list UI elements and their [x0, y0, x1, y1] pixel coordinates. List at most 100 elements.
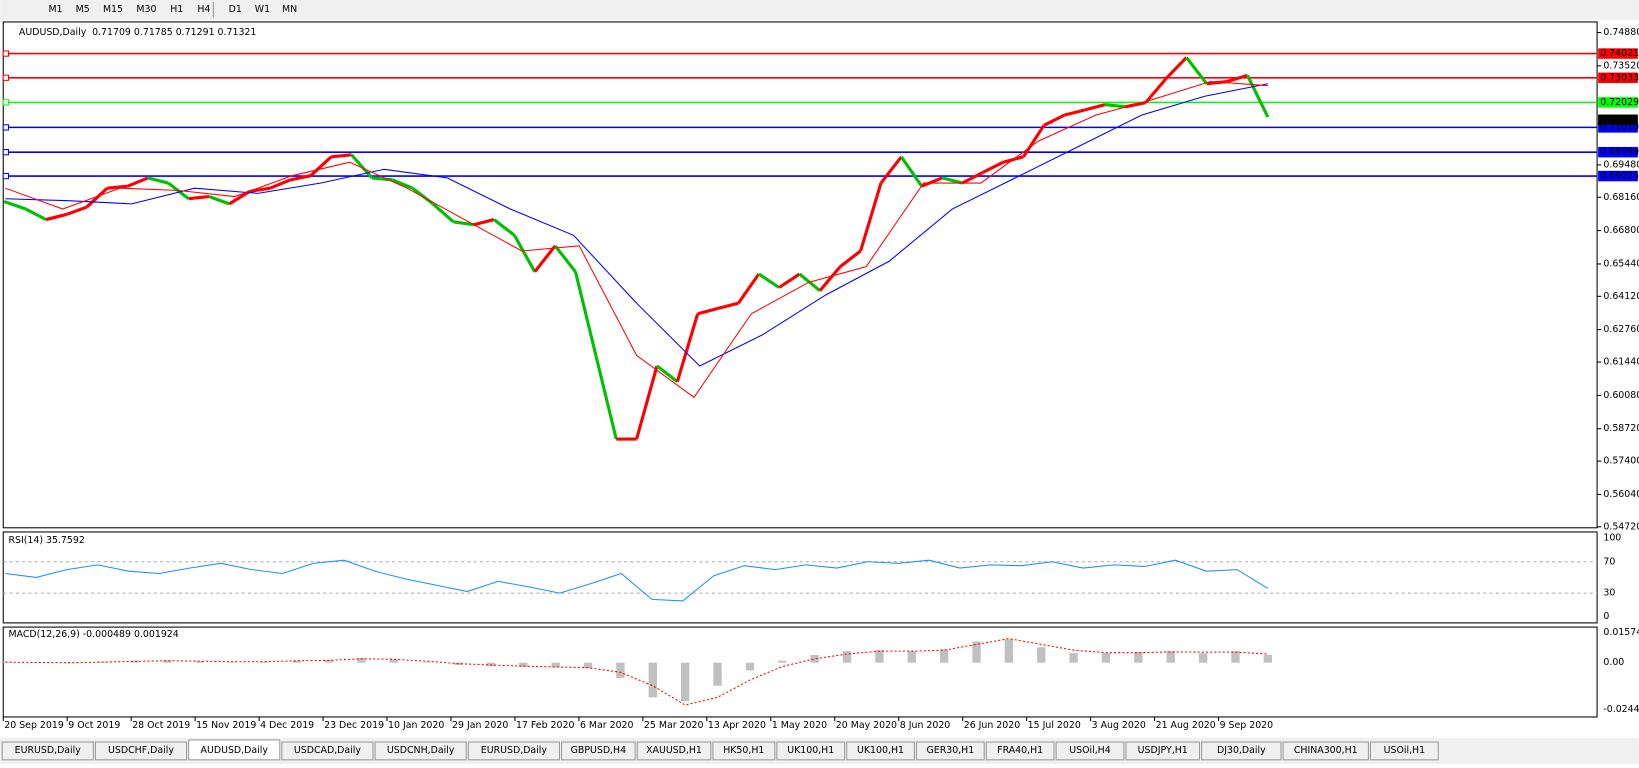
- tab-label[interactable]: AUDUSD,Daily: [201, 745, 269, 756]
- macd-bar: [1231, 651, 1240, 663]
- tab[interactable]: [846, 741, 915, 761]
- level-label: 0.73033: [1600, 72, 1639, 83]
- macd-bar: [583, 662, 593, 669]
- price-segment: [778, 272, 801, 289]
- tab-label[interactable]: GBPUSD,H4: [571, 745, 626, 756]
- tab-label[interactable]: USOil,H1: [1384, 745, 1425, 756]
- tab-label[interactable]: FRA40,H1: [997, 745, 1043, 756]
- tab-label[interactable]: UK100,H1: [787, 745, 834, 756]
- level-handle[interactable]: [2, 74, 9, 81]
- price-segment: [24, 207, 47, 221]
- tab[interactable]: [776, 741, 846, 761]
- tab[interactable]: [1369, 741, 1439, 761]
- timeframe-button[interactable]: D1: [229, 4, 242, 15]
- level-handle[interactable]: [2, 50, 9, 57]
- price-segment: [1226, 73, 1248, 84]
- tab[interactable]: [1125, 741, 1201, 761]
- macd-bar: [1069, 653, 1078, 663]
- timeframe-button[interactable]: M1: [48, 4, 62, 15]
- price-segment: [737, 273, 761, 305]
- tab[interactable]: [94, 741, 188, 761]
- tab[interactable]: [188, 739, 281, 761]
- tab-label[interactable]: HK50,H1: [723, 745, 764, 756]
- current-price-label: 0.71321: [1600, 114, 1639, 125]
- tab-label[interactable]: USDCHF,Daily: [108, 745, 174, 756]
- timeframe-button[interactable]: M5: [76, 4, 90, 15]
- price-segment: [675, 313, 700, 383]
- x-tick-label: 26 Jun 2020: [964, 720, 1021, 731]
- y-tick-label: 0.57400: [1603, 456, 1639, 467]
- x-tick-label: 1 May 2020: [772, 720, 827, 731]
- rsi-tick-label: 0: [1603, 611, 1609, 622]
- macd-bar: [616, 662, 625, 679]
- tab-label[interactable]: USDJPY,H1: [1138, 745, 1188, 756]
- x-tick-label: 3 Aug 2020: [1092, 720, 1146, 731]
- tab[interactable]: [561, 741, 636, 761]
- price-segment: [126, 176, 149, 188]
- price-segment: [941, 176, 963, 185]
- macd-bar: [357, 657, 366, 663]
- y-tick-label: 0.68160: [1603, 192, 1639, 203]
- macd-bar: [1037, 647, 1046, 663]
- tab-label[interactable]: EURUSD,Daily: [481, 745, 548, 756]
- level-handle[interactable]: [2, 124, 9, 131]
- tab[interactable]: [374, 741, 467, 761]
- rsi-tick-label: 30: [1603, 588, 1615, 599]
- y-tick-label: 0.62760: [1603, 324, 1639, 335]
- level-handle[interactable]: [2, 172, 9, 180]
- current-price-box: [1598, 114, 1638, 125]
- tab[interactable]: [1055, 741, 1125, 761]
- tab-label[interactable]: USDCAD,Daily: [294, 745, 361, 756]
- tab-label[interactable]: XAUUSD,H1: [646, 745, 702, 756]
- tab[interactable]: [467, 741, 560, 761]
- timeframe-button[interactable]: M30: [136, 4, 156, 15]
- tab[interactable]: [712, 741, 776, 761]
- x-tick-label: 28 Oct 2019: [132, 720, 190, 731]
- level-label-box: [1598, 97, 1638, 108]
- price-segment: [1022, 124, 1046, 158]
- tab[interactable]: [1, 741, 94, 761]
- moving-average: [5, 81, 1268, 399]
- macd-panel: [2, 626, 1598, 718]
- tab-label[interactable]: USOil,H4: [1069, 745, 1110, 756]
- timeframe-button[interactable]: M15: [103, 4, 123, 15]
- tab-label[interactable]: UK100,H1: [857, 745, 904, 756]
- price-segment: [900, 155, 923, 188]
- macd-bar: [1134, 652, 1143, 663]
- level-handle[interactable]: [2, 149, 9, 156]
- macd-signal: [5, 638, 1268, 706]
- price-segment: [859, 182, 883, 252]
- tab-label[interactable]: CHINA300,H1: [1294, 745, 1358, 756]
- price-segment: [411, 186, 434, 206]
- price-segment: [656, 364, 679, 383]
- tab-label[interactable]: USDCNH,Daily: [387, 745, 455, 756]
- tab[interactable]: [1201, 741, 1282, 761]
- timeframe-button[interactable]: H1: [170, 4, 183, 15]
- price-segment: [228, 190, 251, 206]
- tab-label[interactable]: DJ30,Daily: [1217, 745, 1266, 756]
- tab[interactable]: [636, 741, 712, 761]
- level-handle[interactable]: [2, 99, 9, 106]
- x-tick-label: 29 Jan 2020: [452, 720, 508, 731]
- timeframe-button[interactable]: MN: [282, 4, 297, 15]
- quote: 0.71709 0.71785 0.71291 0.71321: [92, 27, 256, 38]
- tab[interactable]: [1282, 741, 1369, 761]
- timeframe-button[interactable]: W1: [255, 4, 270, 15]
- macd-bar: [551, 662, 560, 668]
- macd-bar: [842, 651, 852, 663]
- tab-label[interactable]: EURUSD,Daily: [15, 745, 82, 756]
- macd-bar: [810, 654, 819, 663]
- price-segment: [1185, 56, 1209, 85]
- level-label: 0.72029: [1600, 97, 1639, 108]
- tab[interactable]: [915, 741, 985, 761]
- macd-bar: [939, 649, 949, 663]
- price-segment: [290, 174, 312, 182]
- tab-label[interactable]: GER30,H1: [926, 745, 974, 756]
- timeframe-button[interactable]: H4: [197, 4, 210, 15]
- price-segment: [473, 218, 495, 227]
- rsi-title: RSI(14) 35.7592: [8, 535, 84, 546]
- tab[interactable]: [281, 741, 374, 761]
- macd-bar: [486, 662, 496, 667]
- tab[interactable]: [985, 741, 1055, 761]
